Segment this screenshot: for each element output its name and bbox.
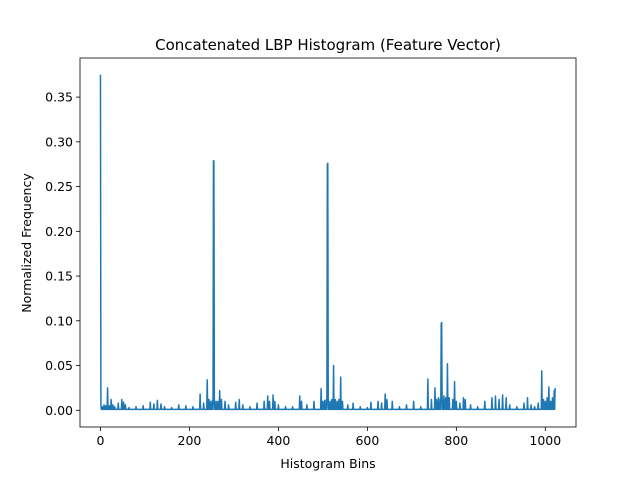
y-tick-label: 0.15 [45,269,73,284]
x-tick-label: 400 [266,433,290,448]
y-tick-label: 0.05 [45,358,73,373]
y-axis-ticks: 0.00 0.05 0.10 0.15 0.20 0.25 0.30 0.35 [45,90,80,418]
x-axis-label: Histogram Bins [280,456,375,471]
x-tick-label: 1000 [529,433,561,448]
plot-frame [79,57,577,428]
y-tick-label: 0.25 [45,179,73,194]
y-tick-label: 0.35 [45,90,73,105]
x-tick-label: 800 [444,433,468,448]
y-tick-label: 0.20 [45,224,73,239]
series-line [99,74,557,411]
chart-title: Concatenated LBP Histogram (Feature Vect… [155,36,501,54]
y-tick-label: 0.30 [45,134,73,149]
x-tick-label: 0 [96,433,104,448]
x-tick-label: 600 [355,433,379,448]
plot-area [99,74,557,411]
y-axis-label: Normalized Frequency [19,173,34,313]
x-axis-ticks: 0 200 400 600 800 1000 [96,427,561,448]
y-tick-label: 0.00 [45,403,73,418]
x-tick-label: 200 [178,433,202,448]
y-tick-label: 0.10 [45,313,73,328]
